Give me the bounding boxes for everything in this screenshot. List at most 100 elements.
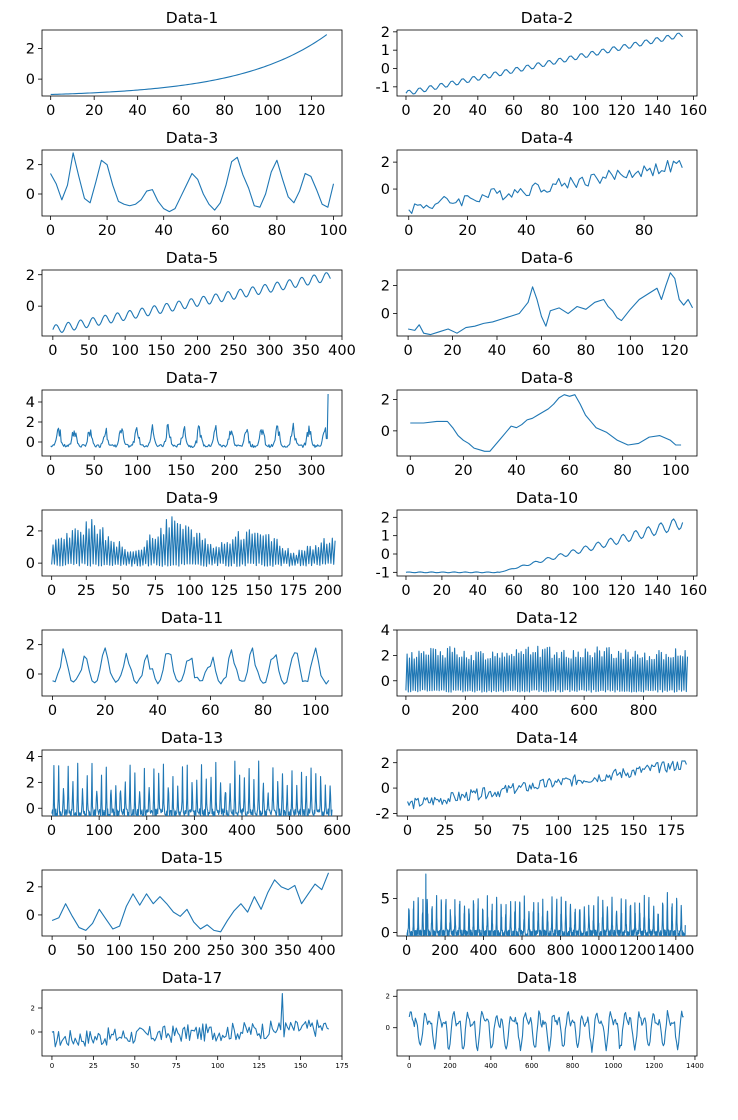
y-tick-label: 2 [26,524,35,540]
x-tick-label: 0 [402,943,411,959]
y-tick-label: 0 [26,72,35,88]
plot-frame [396,389,698,457]
x-tick-label: 40 [149,703,167,719]
chart-title: Data-10 [516,489,578,507]
x-tick-label: 75 [146,583,164,599]
x-tick-label: 100 [176,583,204,599]
y-tick-label: 0 [381,674,390,690]
x-tick-label: 100 [111,343,139,359]
x-tick-label: 150 [294,1062,307,1070]
x-tick-label: 300 [181,823,209,839]
series-line [52,647,330,685]
x-tick-label: 0 [47,823,56,839]
plot-frame [41,389,343,457]
chart-title: Data-3 [166,129,218,147]
x-tick-label: 800 [547,943,575,959]
chart-title: Data-12 [516,609,578,627]
x-tick-label: 300 [298,463,326,479]
y-tick-label: 0 [381,781,390,797]
x-tick-label: 600 [570,703,598,719]
plot-frame [396,869,698,937]
x-tick-label: 0 [401,583,410,599]
x-tick-label: 0 [403,343,412,359]
x-tick-label: 125 [582,823,610,839]
x-tick-label: 300 [241,943,269,959]
x-tick-label: 1400 [657,943,694,959]
x-tick-label: 100 [662,463,690,479]
series-line [51,516,336,567]
plot-frame [396,749,698,817]
x-tick-label: 200 [314,583,342,599]
plot-frame [41,629,343,697]
x-tick-label: 175 [280,583,308,599]
x-tick-label: 100 [302,703,330,719]
series-line [51,993,330,1048]
y-tick-label: 2 [26,158,35,174]
x-tick-label: 140 [644,583,672,599]
x-tick-label: 50 [112,583,130,599]
y-tick-label: 2 [26,268,35,284]
y-tick-label: 0 [26,801,35,817]
y-tick-label: 0 [26,556,35,572]
x-tick-label: 1000 [604,1062,622,1070]
plot-frame [396,29,698,97]
x-tick-label: 40 [488,343,506,359]
x-tick-label: 0 [46,463,55,479]
x-tick-label: 175 [335,1062,348,1070]
x-tick-label: 400 [228,823,256,839]
y-tick-label: 0 [381,424,390,440]
plot-frame [396,989,698,1057]
x-tick-label: 200 [184,343,212,359]
x-tick-label: 1400 [686,1062,704,1070]
x-tick-label: 100 [124,463,152,479]
y-tick-label: 2 [381,25,390,41]
x-tick-label: 0 [407,1062,411,1070]
chart-title: Data-18 [517,969,577,987]
x-tick-label: 800 [566,1062,579,1070]
x-tick-label: 0 [48,703,57,719]
x-tick-label: 60 [211,223,229,239]
plot-frame [41,269,343,337]
series-line [407,760,687,810]
y-tick-label: 2 [381,648,390,664]
x-tick-label: 100 [106,943,134,959]
y-tick-label: 0 [26,667,35,683]
x-tick-label: 60 [560,463,578,479]
y-tick-label: 4 [26,750,35,766]
y-tick-label: 2 [26,775,35,791]
x-tick-label: 75 [172,1062,181,1070]
y-tick-label: 2 [26,41,35,57]
x-tick-label: 60 [532,343,550,359]
y-tick-label: 1 [381,529,390,545]
y-tick-label: 0 [26,435,35,451]
x-tick-label: 80 [540,103,558,119]
x-tick-label: 0 [406,463,415,479]
series-line [50,34,328,96]
y-tick-label: 5 [381,892,390,908]
chart-title: Data-5 [166,249,218,267]
series-line [406,873,686,936]
y-tick-label: 0 [381,182,390,198]
x-tick-label: 25 [436,823,454,839]
x-tick-label: 500 [276,823,304,839]
x-tick-label: 0 [404,223,413,239]
x-tick-label: 140 [644,103,672,119]
series-line [405,645,689,693]
x-tick-label: 150 [245,583,273,599]
plot-frame [396,629,698,697]
x-tick-label: 120 [661,343,689,359]
y-tick-label: 0 [26,299,35,315]
y-tick-label: 0 [381,926,390,942]
series-line [50,393,329,449]
x-tick-label: 80 [254,703,272,719]
y-tick-label: 0 [31,1028,35,1036]
